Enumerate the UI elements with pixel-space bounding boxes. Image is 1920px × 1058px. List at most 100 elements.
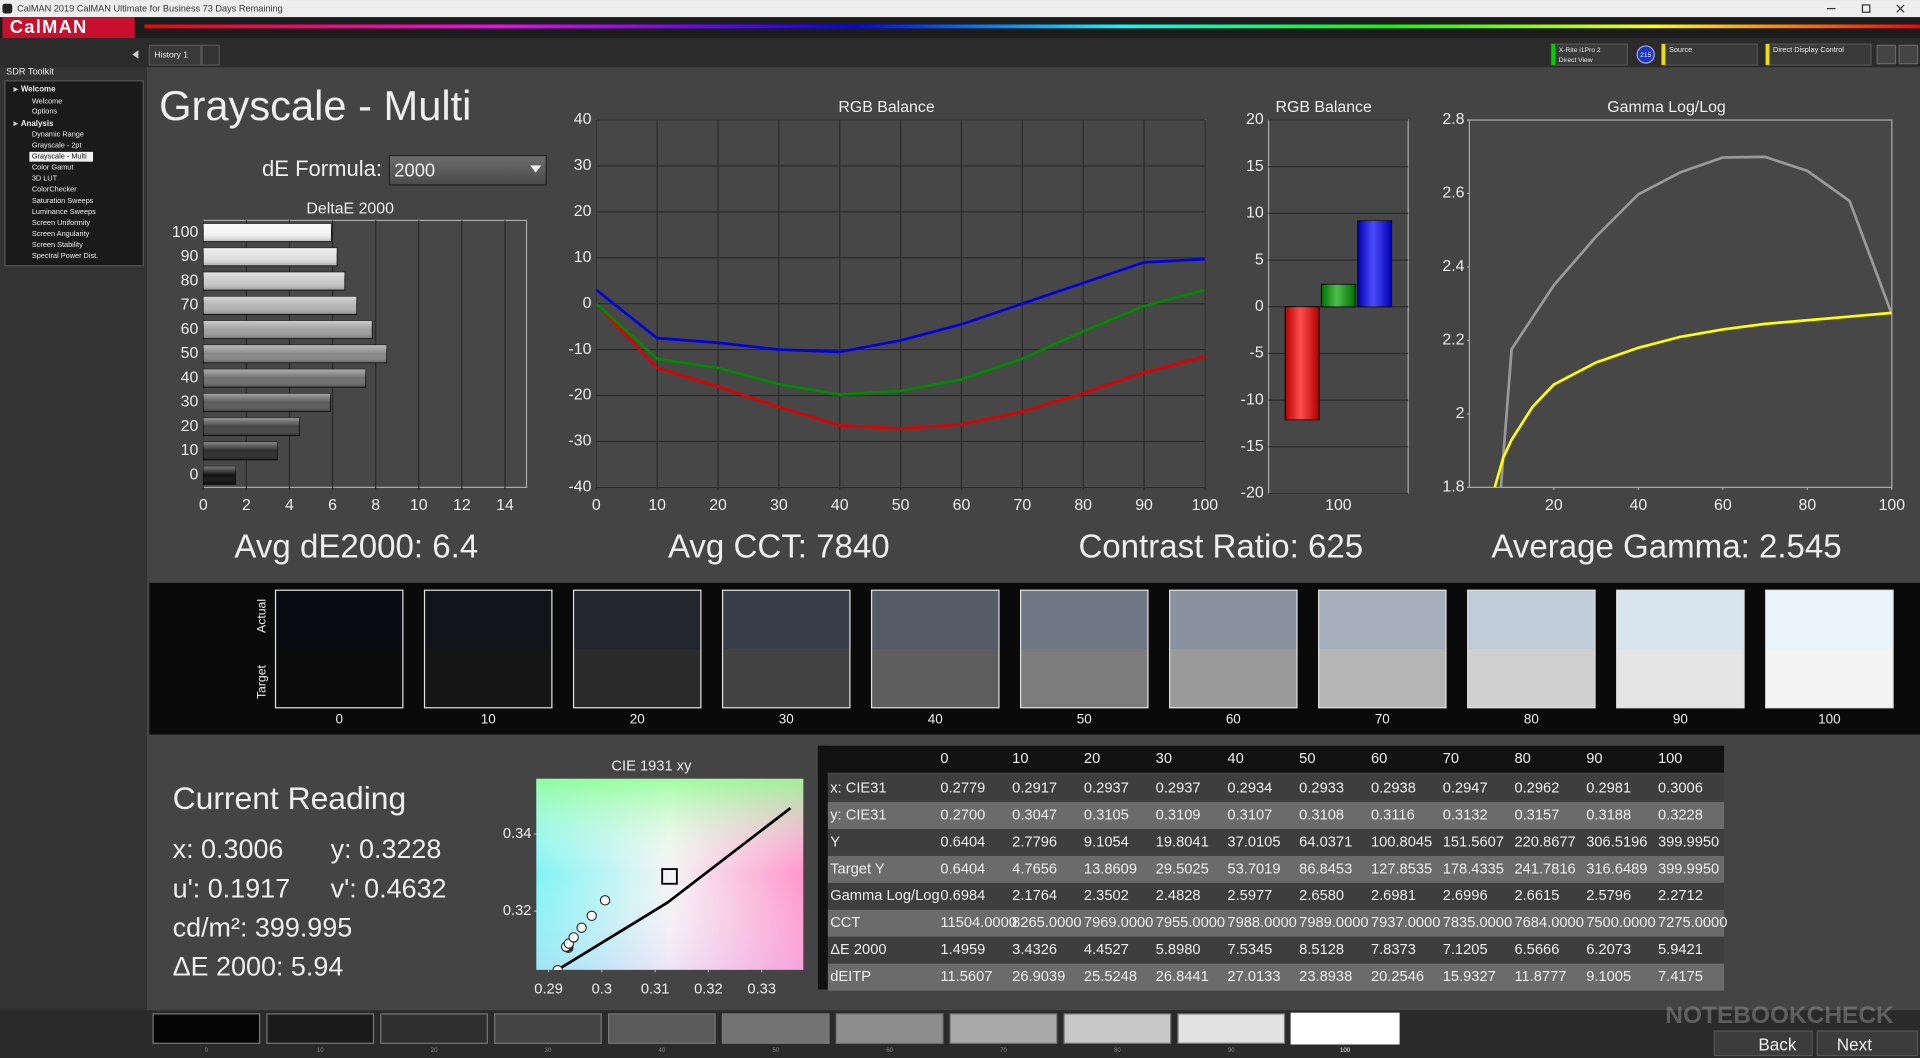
swatch-row-label: Target	[254, 664, 268, 699]
maximize-button[interactable]	[1861, 4, 1871, 13]
category-label: 50	[181, 345, 199, 362]
formula-dropdown[interactable]	[388, 154, 547, 186]
close-button[interactable]	[1896, 4, 1905, 13]
source-stripe	[1661, 44, 1666, 65]
table-cell: 7955.0000	[1156, 915, 1225, 931]
patch-button[interactable]	[607, 1013, 716, 1044]
table-row-label: x: CIE31	[830, 780, 886, 796]
tree-toggle[interactable]	[13, 121, 19, 127]
badge-label: 215	[1640, 52, 1651, 59]
nav-back[interactable]: Back	[1758, 1034, 1797, 1054]
patch-button[interactable]	[1290, 1012, 1400, 1045]
tree-item[interactable]: Luminance Sweeps	[32, 207, 96, 216]
tree-item[interactable]: Grayscale - 2pt	[32, 141, 82, 150]
x-tick-label: 80	[1798, 497, 1816, 514]
next-button[interactable]	[1816, 1030, 1919, 1057]
tree-item[interactable]: 3D LUT	[32, 174, 58, 183]
patch-button[interactable]	[1063, 1013, 1172, 1044]
formula-label: dE Formula:	[262, 156, 382, 181]
category-label: 30	[181, 394, 199, 411]
table-cell: 0.3006	[1658, 780, 1703, 796]
swatch-actual	[1169, 590, 1297, 649]
x-tick-label: 0	[199, 497, 208, 514]
table-header: 40	[1227, 751, 1243, 767]
y-tick-label: -5	[1250, 345, 1264, 362]
nav-next[interactable]: Next	[1837, 1034, 1872, 1054]
help-button[interactable]	[1898, 44, 1919, 65]
summary-value: Avg CCT: 7840	[668, 528, 890, 565]
patch-label: 70	[1000, 1047, 1007, 1054]
table-row-bg	[827, 936, 1725, 964]
x-tick-label: 12	[453, 497, 471, 514]
tree-toggle[interactable]	[13, 86, 19, 92]
table-row-label: Target Y	[830, 861, 885, 877]
reading-point	[568, 932, 579, 943]
tree-item[interactable]: Welcome	[32, 97, 62, 106]
meter-stripe	[1551, 44, 1556, 65]
tree-item[interactable]: Screen Angularity	[32, 229, 90, 238]
table-cell: 2.4828	[1156, 888, 1201, 904]
x-tick-label: 20	[709, 497, 727, 514]
reading-point	[552, 964, 563, 970]
y-tick-label: 0.34	[503, 826, 532, 842]
swatch-label: 70	[1375, 712, 1390, 727]
table-cell: 0.2981	[1586, 780, 1631, 796]
patch-button[interactable]	[949, 1013, 1058, 1044]
table-cell: 0.6984	[940, 888, 985, 904]
table-cell: 25.5248	[1084, 969, 1137, 985]
x-tick-label: 2	[242, 497, 251, 514]
y-tick-label: 5	[1255, 251, 1264, 268]
swatch-target	[1318, 649, 1446, 708]
category-label: 80	[181, 272, 199, 289]
table-row-label: Y	[830, 834, 840, 850]
tree-box	[4, 80, 144, 267]
patch-button[interactable]	[152, 1013, 261, 1044]
table-row-bg	[827, 963, 1725, 991]
reading-line: y: 0.3228	[331, 834, 442, 864]
tree-item[interactable]: Screen Stability	[32, 240, 83, 249]
x-tick-label: 0.33	[747, 981, 776, 997]
add-tab[interactable]	[201, 44, 220, 66]
patch-button[interactable]	[835, 1013, 944, 1044]
table-cell: 0.3132	[1443, 807, 1488, 823]
table-cell: 2.1764	[1012, 888, 1057, 904]
table-cell: 0.2917	[1012, 780, 1057, 796]
patch-button[interactable]	[494, 1013, 602, 1044]
tree-item[interactable]: Screen Uniformity	[32, 218, 91, 227]
table-cell: 2.6615	[1514, 888, 1559, 904]
table-left-strip	[817, 745, 828, 990]
collapse-arrow[interactable]	[132, 50, 139, 59]
chart-title: CIE 1931 xy	[611, 758, 692, 774]
tree-item[interactable]: Options	[32, 106, 58, 115]
plot-lines	[1493, 155, 1892, 488]
table-cell: 178.4335	[1443, 861, 1504, 877]
swatch-row-label: Actual	[254, 599, 268, 633]
tree-item[interactable]: Grayscale - Multi	[32, 152, 87, 161]
patch-button[interactable]	[266, 1013, 375, 1044]
settings-button[interactable]	[1876, 44, 1897, 65]
tree-item[interactable]: Saturation Sweeps	[32, 196, 94, 205]
tree-item[interactable]: Spectral Power Dist.	[32, 251, 98, 260]
swatch-actual	[1020, 590, 1148, 649]
patch-button[interactable]	[380, 1013, 488, 1044]
patch-label: 30	[545, 1047, 552, 1054]
swatch-border	[1616, 589, 1745, 709]
table-cell: 0.3109	[1156, 807, 1201, 823]
tree-item[interactable]: Color Gamut	[32, 163, 74, 172]
table-cell: 0.3157	[1514, 807, 1559, 823]
swatch-actual	[1467, 590, 1596, 649]
bar-shine	[203, 344, 387, 363]
table-cell: 0.2934	[1227, 780, 1272, 796]
reading-line: cd/m²: 399.995	[173, 913, 353, 943]
table-cell: 7988.0000	[1227, 915, 1296, 931]
table-row-label: y: CIE31	[830, 807, 886, 823]
tree-item[interactable]: ColorChecker	[32, 185, 77, 194]
patch-button[interactable]	[1177, 1013, 1286, 1044]
back-button[interactable]	[1713, 1030, 1813, 1057]
table-cell: 3.4326	[1012, 942, 1057, 958]
chart-title: RGB Balance	[838, 99, 935, 116]
history-tab[interactable]	[148, 44, 202, 66]
swatch-border	[870, 589, 1000, 709]
tree-item[interactable]: Dynamic Range	[32, 130, 84, 139]
patch-button[interactable]	[721, 1013, 830, 1044]
